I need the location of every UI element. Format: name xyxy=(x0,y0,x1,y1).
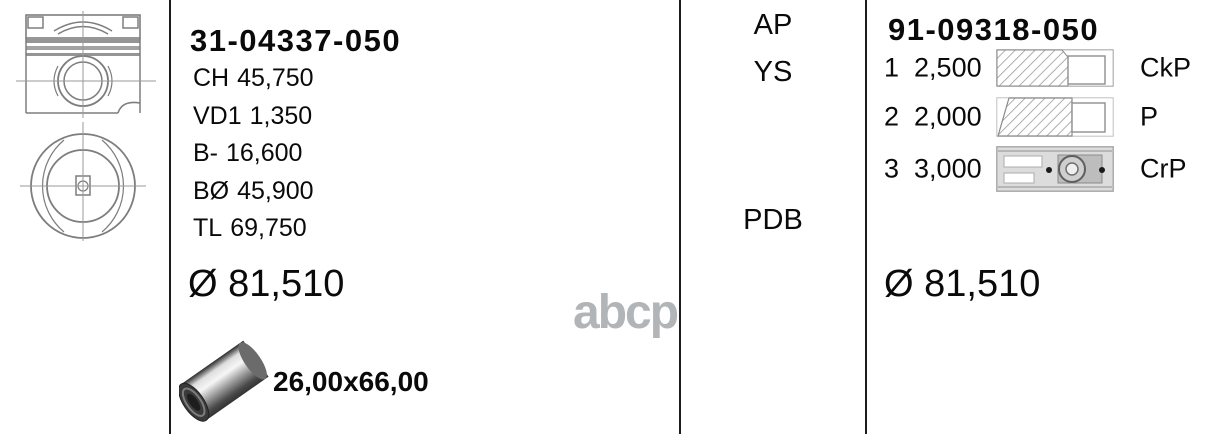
piston-pin-photo-icon xyxy=(179,339,269,423)
spec-label: VD1 xyxy=(193,101,242,130)
spec-value: 16,600 xyxy=(226,139,303,167)
spec-label: B- xyxy=(193,139,218,167)
spec-label: BØ xyxy=(193,176,230,205)
spec-value: 69,750 xyxy=(230,214,307,242)
column-divider xyxy=(679,0,681,434)
spec-value: 45,900 xyxy=(237,176,314,205)
ring-position-size: 3 3,000 xyxy=(884,153,982,184)
column-divider xyxy=(169,0,171,434)
oil-control-ring-cross-section-icon xyxy=(996,145,1114,192)
code-ys: YS xyxy=(753,56,793,88)
piston-diameter: Ø 81,510 xyxy=(188,263,345,305)
codes-column: AP YS PDB xyxy=(681,0,865,434)
ring-position: 2 xyxy=(884,101,900,131)
ring-coating: P xyxy=(1140,101,1159,131)
ring-set-diameter: Ø 81,510 xyxy=(884,263,1041,305)
taper-ring-cross-section-icon xyxy=(996,96,1114,137)
ring-row-3: 3 3,000 CrP xyxy=(866,144,1226,193)
spec-label: CH xyxy=(193,64,230,92)
ring-thickness: 3,000 xyxy=(914,153,982,183)
piston-spec-list: CH 45,750 VD1 1,350 B- 16,600 BØ 45,900 TL 69… xyxy=(193,60,314,248)
spec-line-vd1: VD1 1,350 xyxy=(193,98,314,136)
code-pdb: PDB xyxy=(743,204,803,236)
code-ap: AP xyxy=(753,9,793,41)
ring-coating: CkP xyxy=(1140,52,1192,83)
spec-line-b: B- 16,600 xyxy=(193,135,314,173)
spec-line-ch: CH 45,750 xyxy=(193,60,314,98)
spec-value: 45,750 xyxy=(237,64,314,92)
ring-coating: CrP xyxy=(1140,153,1187,183)
pin-dimensions-label: 26,00x66,00 xyxy=(273,366,429,397)
ring-thickness: 2,000 xyxy=(914,101,982,131)
ring-set-part-number: 91-09318-050 xyxy=(888,12,1100,47)
abcp-watermark: abcp xyxy=(573,286,679,339)
spec-line-bo: BØ 45,900 xyxy=(193,173,314,211)
ring-thickness: 2,500 xyxy=(914,52,982,83)
spec-line-tl: TL 69,750 xyxy=(193,210,314,248)
ring-position: 1 xyxy=(884,52,900,83)
ring-position-size: 2 2,000 xyxy=(884,101,982,132)
ring-row-2: 2 2,000 P xyxy=(866,96,1226,137)
compression-ring-cross-section-icon xyxy=(996,49,1114,87)
ring-position: 3 xyxy=(884,153,900,183)
piston-technical-drawing-icon xyxy=(12,10,160,242)
ring-position-size: 1 2,500 xyxy=(884,53,982,84)
spec-value: 1,350 xyxy=(249,101,313,130)
piston-part-number: 31-04337-050 xyxy=(190,23,402,58)
ring-row-1: 1 2,500 CkP xyxy=(866,48,1226,88)
column-divider xyxy=(865,0,867,434)
spec-label: TL xyxy=(193,214,223,242)
